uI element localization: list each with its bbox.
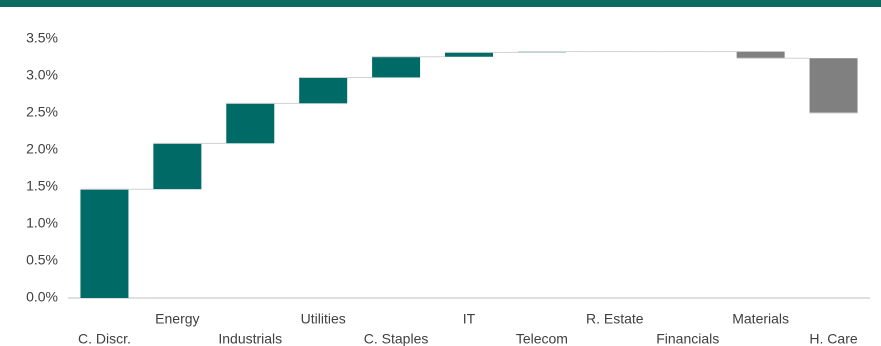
bar — [226, 103, 275, 144]
y-tick-label: 0.0% — [26, 289, 58, 305]
bar — [809, 58, 858, 113]
x-tick-label: Telecom — [516, 331, 568, 346]
bar — [80, 189, 129, 298]
x-tick-label: R. Estate — [586, 311, 644, 327]
bar — [372, 56, 421, 78]
x-tick-label: Utilities — [301, 311, 346, 327]
bar — [153, 143, 202, 190]
y-tick-label: 3.5% — [26, 30, 58, 46]
bar — [736, 51, 785, 59]
y-tick-label: 0.5% — [26, 252, 58, 268]
header-banner — [0, 0, 881, 7]
x-tick-label: H. Care — [809, 331, 857, 346]
x-tick-label: Financials — [656, 331, 719, 346]
y-tick-label: 2.0% — [26, 141, 58, 157]
x-tick-label: Industrials — [218, 331, 282, 346]
y-tick-label: 3.0% — [26, 67, 58, 83]
x-tick-label: C. Staples — [364, 331, 429, 346]
y-tick-label: 1.5% — [26, 178, 58, 194]
bar — [299, 77, 348, 104]
y-tick-label: 2.5% — [26, 104, 58, 120]
y-tick-label: 1.0% — [26, 215, 58, 231]
x-tick-label: Energy — [155, 311, 199, 327]
x-tick-label: IT — [463, 311, 476, 327]
bar — [445, 52, 493, 57]
x-tick-label: Materials — [732, 311, 789, 327]
x-tick-label: C. Discr. — [78, 331, 131, 346]
